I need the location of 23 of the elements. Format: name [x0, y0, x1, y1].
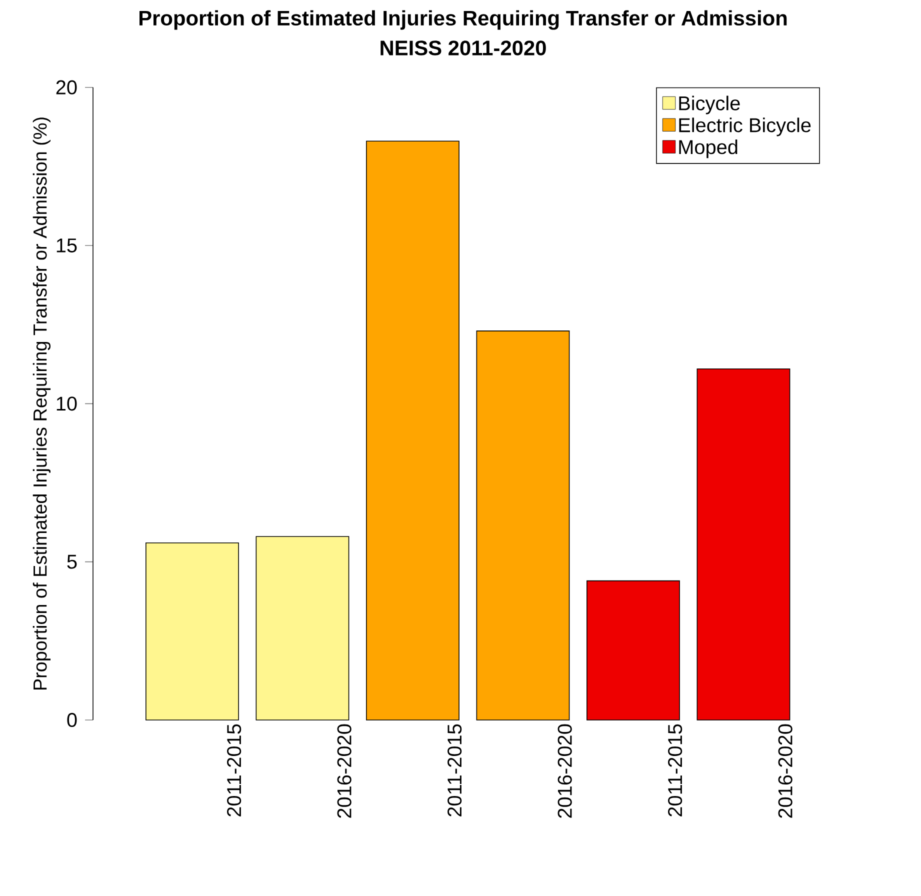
legend-label: Bicycle — [679, 96, 740, 114]
y-tick-label: 5 — [67, 554, 77, 569]
y-tick-label: 10 — [56, 396, 77, 411]
legend-label: Electric Bicycle — [679, 118, 811, 136]
y-axis-title: Proportion of Estimated Injuries Requiring Transfer or Admission (%) — [32, 118, 51, 690]
chart-title: Proportion of Estimated Injuries Requiring Transfer or Admission — [140, 10, 787, 30]
bar — [366, 140, 460, 720]
legend-label: Moped — [679, 140, 738, 158]
x-tick-label: 2016-2020 — [337, 724, 352, 818]
bar — [696, 368, 790, 720]
bar — [476, 330, 570, 720]
y-tick-label: 15 — [56, 238, 77, 252]
x-tick-label: 2016-2020 — [558, 724, 572, 818]
x-tick-label: 2016-2020 — [778, 724, 792, 818]
x-tick-label: 2011-2015 — [668, 724, 682, 816]
bar — [586, 580, 680, 720]
y-tick-label: 0 — [67, 712, 77, 728]
chart-subtitle: NEISS 2011-2020 — [380, 40, 546, 56]
y-tick-label: 20 — [56, 80, 77, 94]
bar — [256, 536, 350, 720]
x-tick-label: 2011-2015 — [448, 724, 462, 816]
x-tick-label: 2011-2015 — [227, 724, 242, 816]
bar — [146, 542, 239, 720]
